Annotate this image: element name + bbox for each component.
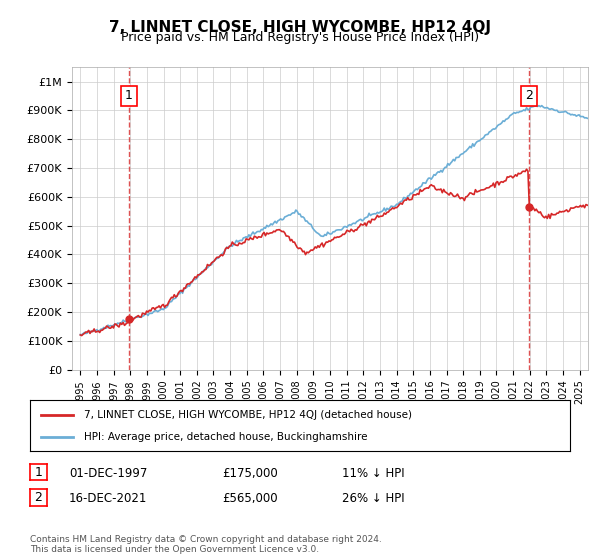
- Text: 26% ↓ HPI: 26% ↓ HPI: [342, 492, 404, 505]
- Text: 7, LINNET CLOSE, HIGH WYCOMBE, HP12 4QJ: 7, LINNET CLOSE, HIGH WYCOMBE, HP12 4QJ: [109, 20, 491, 35]
- Text: 1: 1: [125, 90, 133, 102]
- Text: Price paid vs. HM Land Registry's House Price Index (HPI): Price paid vs. HM Land Registry's House …: [121, 31, 479, 44]
- Text: 01-DEC-1997: 01-DEC-1997: [69, 466, 148, 480]
- Text: 1: 1: [34, 465, 43, 479]
- Text: 16-DEC-2021: 16-DEC-2021: [69, 492, 148, 505]
- Text: 2: 2: [525, 90, 533, 102]
- Text: Contains HM Land Registry data © Crown copyright and database right 2024.
This d: Contains HM Land Registry data © Crown c…: [30, 535, 382, 554]
- Text: HPI: Average price, detached house, Buckinghamshire: HPI: Average price, detached house, Buck…: [84, 432, 367, 442]
- Text: 7, LINNET CLOSE, HIGH WYCOMBE, HP12 4QJ (detached house): 7, LINNET CLOSE, HIGH WYCOMBE, HP12 4QJ …: [84, 409, 412, 419]
- Text: 2: 2: [34, 491, 43, 504]
- Text: £175,000: £175,000: [222, 466, 278, 480]
- Text: £565,000: £565,000: [222, 492, 278, 505]
- Text: 11% ↓ HPI: 11% ↓ HPI: [342, 466, 404, 480]
